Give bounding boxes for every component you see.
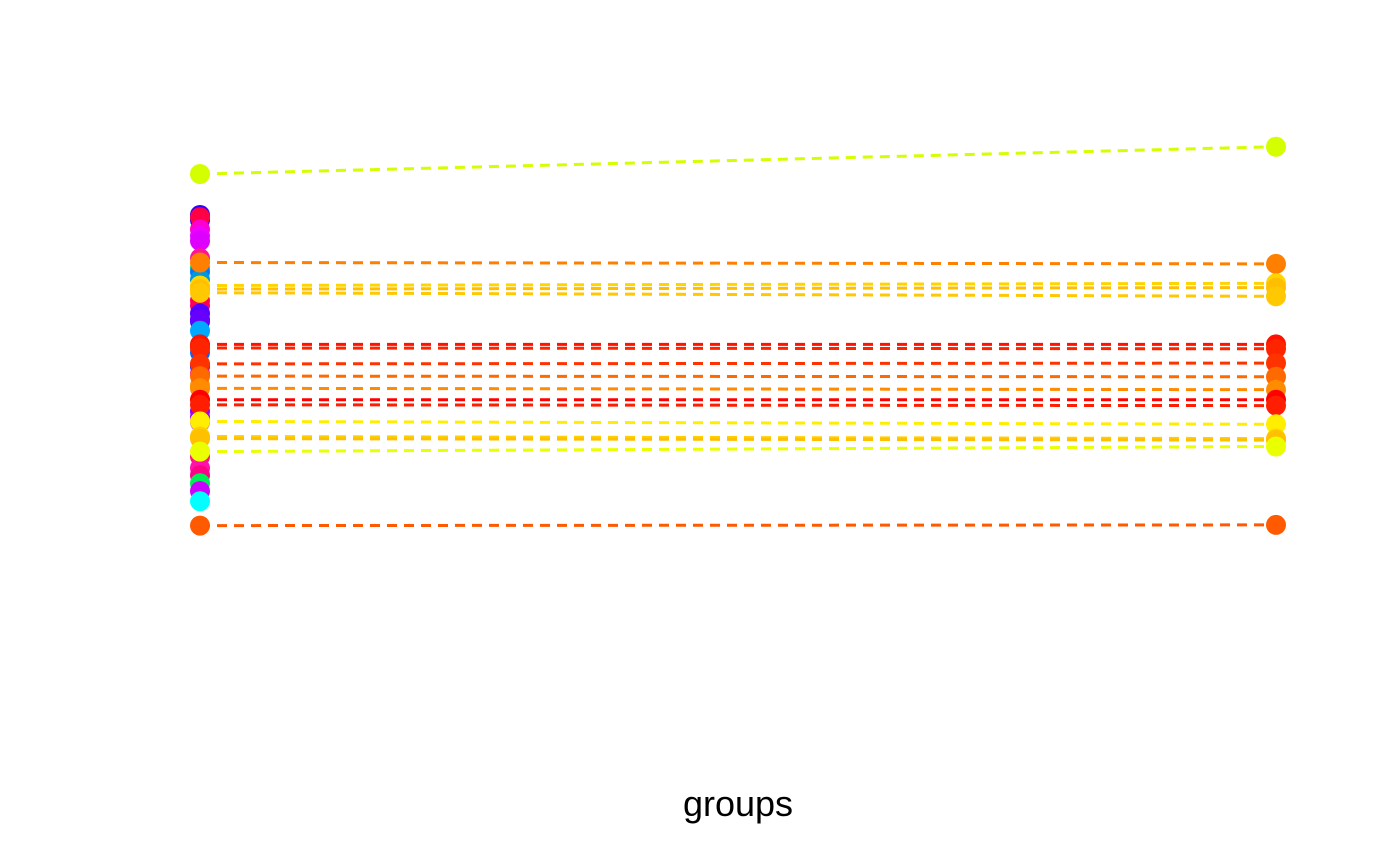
- data-point-group2: [1266, 286, 1286, 307]
- connector-line: [199, 291, 1277, 298]
- data-points: [190, 136, 1286, 536]
- data-point-group1: [190, 252, 210, 273]
- data-point-group2: [1266, 395, 1286, 416]
- connector-line: [199, 419, 1277, 426]
- data-point-group1: [190, 411, 210, 432]
- connector-line: [199, 386, 1277, 392]
- data-point-group1: [190, 164, 210, 184]
- connector-line: [199, 261, 1277, 266]
- data-point-group2: [1266, 338, 1286, 359]
- connector-line: [199, 286, 1277, 291]
- connector-lines: [199, 145, 1277, 528]
- connector-line: [199, 374, 1277, 379]
- data-point-group1: [190, 515, 210, 536]
- data-point-group2: [1266, 253, 1286, 274]
- connector-line: [199, 361, 1277, 366]
- data-point-group1: [190, 394, 210, 415]
- connector-line: [199, 523, 1277, 528]
- connector-line: [199, 445, 1277, 454]
- connector-line: [199, 145, 1277, 176]
- connector-line: [199, 437, 1277, 442]
- connector-line: [199, 403, 1277, 408]
- connector-line: [199, 281, 1277, 287]
- data-point-group1: [190, 338, 210, 358]
- data-point-group2: [1266, 436, 1286, 457]
- data-point-group2: [1266, 353, 1286, 374]
- data-point-group2: [1266, 514, 1286, 535]
- data-point-group1: [190, 230, 210, 251]
- data-point-group1: [190, 441, 210, 462]
- connector-line: [199, 435, 1277, 441]
- data-point-group2: [1266, 414, 1286, 435]
- connector-line: [199, 346, 1277, 351]
- data-point-group1: [190, 491, 210, 512]
- data-point-group1: [190, 282, 210, 303]
- plot-area: [190, 136, 1286, 536]
- x-axis-label: groups: [683, 783, 793, 824]
- data-point-group2: [1266, 136, 1286, 157]
